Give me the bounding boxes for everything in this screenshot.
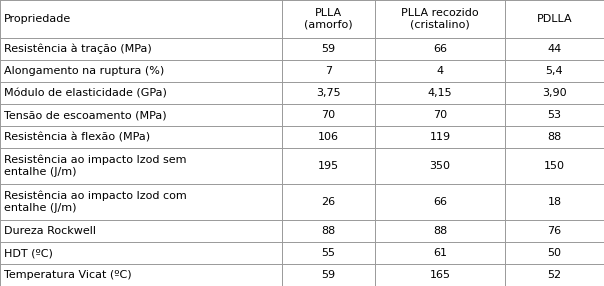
Text: 106: 106 (318, 132, 339, 142)
Text: Alongamento na ruptura (%): Alongamento na ruptura (%) (4, 66, 164, 76)
Text: 44: 44 (547, 44, 562, 54)
Text: Resistência à flexão (MPa): Resistência à flexão (MPa) (4, 132, 150, 142)
Text: 350: 350 (429, 161, 451, 171)
Text: 76: 76 (547, 226, 562, 236)
Text: Propriedade: Propriedade (4, 14, 71, 24)
Text: Resistência ao impacto Izod com
entalhe (J/m): Resistência ao impacto Izod com entalhe … (4, 191, 187, 213)
Text: 4,15: 4,15 (428, 88, 452, 98)
Text: 88: 88 (321, 226, 336, 236)
Text: 55: 55 (321, 248, 335, 258)
Text: 59: 59 (321, 44, 336, 54)
Text: Resistência à tração (MPa): Resistência à tração (MPa) (4, 44, 152, 54)
Text: PLLA
(amorfo): PLLA (amorfo) (304, 8, 353, 30)
Text: Temperatura Vicat (ºC): Temperatura Vicat (ºC) (4, 270, 132, 280)
Text: 50: 50 (547, 248, 562, 258)
Text: Resistência ao impacto Izod sem
entalhe (J/m): Resistência ao impacto Izod sem entalhe … (4, 155, 187, 177)
Text: HDT (ºC): HDT (ºC) (4, 248, 53, 258)
Text: 150: 150 (544, 161, 565, 171)
Text: 66: 66 (433, 44, 447, 54)
Text: 4: 4 (437, 66, 443, 76)
Text: 88: 88 (433, 226, 447, 236)
Text: 7: 7 (325, 66, 332, 76)
Text: 165: 165 (429, 270, 451, 280)
Text: 70: 70 (433, 110, 447, 120)
Text: 53: 53 (547, 110, 562, 120)
Text: 88: 88 (547, 132, 562, 142)
Text: 66: 66 (433, 197, 447, 207)
Text: 70: 70 (321, 110, 336, 120)
Text: PDLLA: PDLLA (537, 14, 573, 24)
Text: 3,75: 3,75 (316, 88, 341, 98)
Text: 18: 18 (547, 197, 562, 207)
Text: 52: 52 (547, 270, 562, 280)
Text: 119: 119 (429, 132, 451, 142)
Text: Módulo de elasticidade (GPa): Módulo de elasticidade (GPa) (4, 88, 167, 98)
Text: 26: 26 (321, 197, 336, 207)
Text: 59: 59 (321, 270, 336, 280)
Text: 3,90: 3,90 (542, 88, 567, 98)
Text: 61: 61 (433, 248, 447, 258)
Text: Dureza Rockwell: Dureza Rockwell (4, 226, 96, 236)
Text: PLLA recozido
(cristalino): PLLA recozido (cristalino) (401, 8, 479, 30)
Text: Tensão de escoamento (MPa): Tensão de escoamento (MPa) (4, 110, 167, 120)
Text: 195: 195 (318, 161, 339, 171)
Text: 5,4: 5,4 (545, 66, 564, 76)
